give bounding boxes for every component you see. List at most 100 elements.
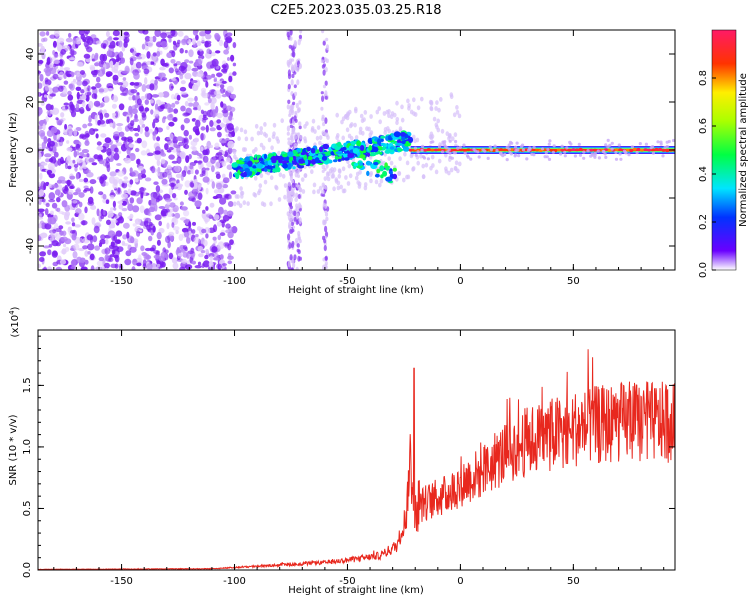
spectrogram-interference-blob [290, 79, 294, 86]
spectrogram-haze-blob [455, 109, 460, 115]
carrier-halo-dot [630, 145, 635, 149]
spectrogram-noise-blob [213, 90, 222, 96]
spectrogram-noise-blob [38, 82, 43, 89]
spectrogram-noise-blob [53, 214, 58, 222]
spectrogram-noise-blob [38, 223, 42, 229]
spectrogram-noise-blob [49, 62, 54, 69]
spectrogram-noise-blob [76, 151, 80, 156]
spectrogram-interference-blob [324, 255, 328, 262]
spectrogram-noise-blob [167, 114, 174, 121]
spectrogram-noise-blob [190, 170, 194, 174]
spectrogram-haze-blob [429, 106, 434, 112]
spectrogram-noise-blob [116, 246, 124, 253]
spectrogram-noise-blob [226, 85, 234, 93]
spectrogram-noise-blob [191, 260, 196, 265]
spectrogram-noise-blob [227, 243, 232, 251]
spectrogram-interference-blob [295, 212, 300, 220]
spectrogram-noise-blob [79, 134, 84, 139]
spectrogram-interference-blob [325, 163, 329, 169]
spectrogram-noise-blob [219, 197, 227, 205]
spectrogram-noise-blob [134, 178, 139, 183]
spectrogram-noise-blob [56, 134, 61, 141]
spectrogram-noise-blob [118, 103, 125, 111]
spectrogram-haze-blob [358, 126, 363, 132]
spectrogram-noise-blob [170, 30, 176, 37]
spectrogram-signal-blob [385, 166, 390, 171]
spectrogram-noise-blob [121, 80, 129, 88]
spectrogram-noise-blob [146, 60, 151, 66]
spectrogram-haze-blob [341, 166, 346, 172]
spectrogram-noise-blob [44, 208, 49, 216]
carrier-ridge-dot [531, 148, 536, 152]
spectrogram-noise-blob [121, 70, 129, 74]
spectrogram-noise-blob [110, 207, 114, 211]
spectrogram-noise-blob [96, 260, 103, 267]
carrier-ridge-dot [650, 148, 655, 152]
spectrogram-noise-blob [116, 123, 124, 127]
spectrogram-noise-blob [69, 50, 77, 56]
spectrogram-signal-blob [366, 170, 370, 177]
spectrogram-noise-blob [133, 118, 139, 123]
spectrogram-interference-blob [320, 106, 324, 111]
spectrogram-haze-blob [341, 135, 346, 141]
snr-axes: -150 -100 -50 0 50 0.0 0.5 1.0 1.5 [22, 330, 675, 587]
spectrogram-haze-blob [342, 188, 347, 194]
spectrogram-signal-blob [317, 153, 324, 160]
spectrogram-noise-blob [227, 253, 232, 258]
spectrogram-noise-blob [80, 33, 86, 40]
spectrogram-signal-blob [271, 165, 276, 169]
spectrogram-noise-blob [186, 252, 190, 259]
spectrogram-noise-blob [158, 220, 162, 227]
spectrogram-interference-blob [297, 39, 301, 46]
spectrogram-noise-blob [191, 67, 199, 72]
spectrogram-noise-blob [172, 262, 179, 270]
carrier-halo-dot [429, 140, 433, 144]
spectrogram-noise-blob [183, 231, 190, 238]
spectrogram-marks [38, 30, 675, 270]
spectrogram-noise-blob [177, 39, 181, 45]
spectrogram-noise-blob [67, 189, 74, 195]
spectrogram-interference-blob [289, 30, 293, 36]
spectrogram-interference-blob [288, 242, 292, 249]
spectrogram-noise-blob [91, 93, 97, 99]
spectrogram-noise-blob [127, 188, 132, 195]
spectrogram-noise-blob [139, 205, 145, 214]
carrier-halo-dot [593, 155, 597, 159]
carrier-ridge-dot [499, 148, 504, 151]
spectrogram-haze-blob [412, 134, 416, 140]
spectrogram-haze-blob [395, 100, 399, 106]
spectrogram-noise-blob [187, 97, 195, 102]
spectrogram-haze-blob [263, 179, 268, 185]
spectrogram-noise-blob [202, 260, 210, 268]
spectrogram-noise-blob [116, 163, 122, 166]
spectrogram-haze-blob [430, 134, 435, 139]
spectrogram-noise-blob [122, 234, 128, 240]
spectrogram-haze-blob [267, 137, 272, 143]
spectrogram-noise-blob [200, 132, 204, 141]
spectrogram-noise-blob [89, 179, 97, 185]
spectrogram-noise-blob [118, 51, 124, 59]
spectrogram-haze-blob [232, 149, 237, 155]
spectrogram-haze-blob [335, 112, 340, 118]
spectrogram-noise-blob [112, 200, 116, 208]
carrier-halo-dot [582, 150, 586, 154]
spectrogram-noise-blob [209, 255, 214, 261]
spectrogram-haze-blob [452, 112, 457, 118]
spectrogram-noise-blob [38, 43, 43, 47]
spectrogram-interference-blob [295, 266, 299, 270]
spectrogram-noise-blob [65, 105, 69, 110]
spectrogram-noise-blob [86, 46, 93, 53]
spectrogram-noise-blob [213, 78, 217, 83]
spectrogram-noise-blob [82, 220, 86, 226]
spectrogram-noise-blob [100, 234, 106, 240]
spectrogram-noise-blob [171, 77, 177, 81]
spectrogram-noise-blob [84, 30, 90, 35]
spectrogram-noise-blob [117, 126, 123, 132]
spectrogram-haze-blob [236, 194, 240, 200]
colorbar-tick-label: 0.8 [698, 70, 709, 86]
spectrogram-noise-blob [93, 100, 101, 107]
carrier-halo-dot [446, 150, 450, 154]
spectrogram-noise-blob [38, 189, 45, 197]
spectrogram-noise-blob [178, 233, 184, 242]
spectrogram-signal-blob [321, 155, 328, 161]
